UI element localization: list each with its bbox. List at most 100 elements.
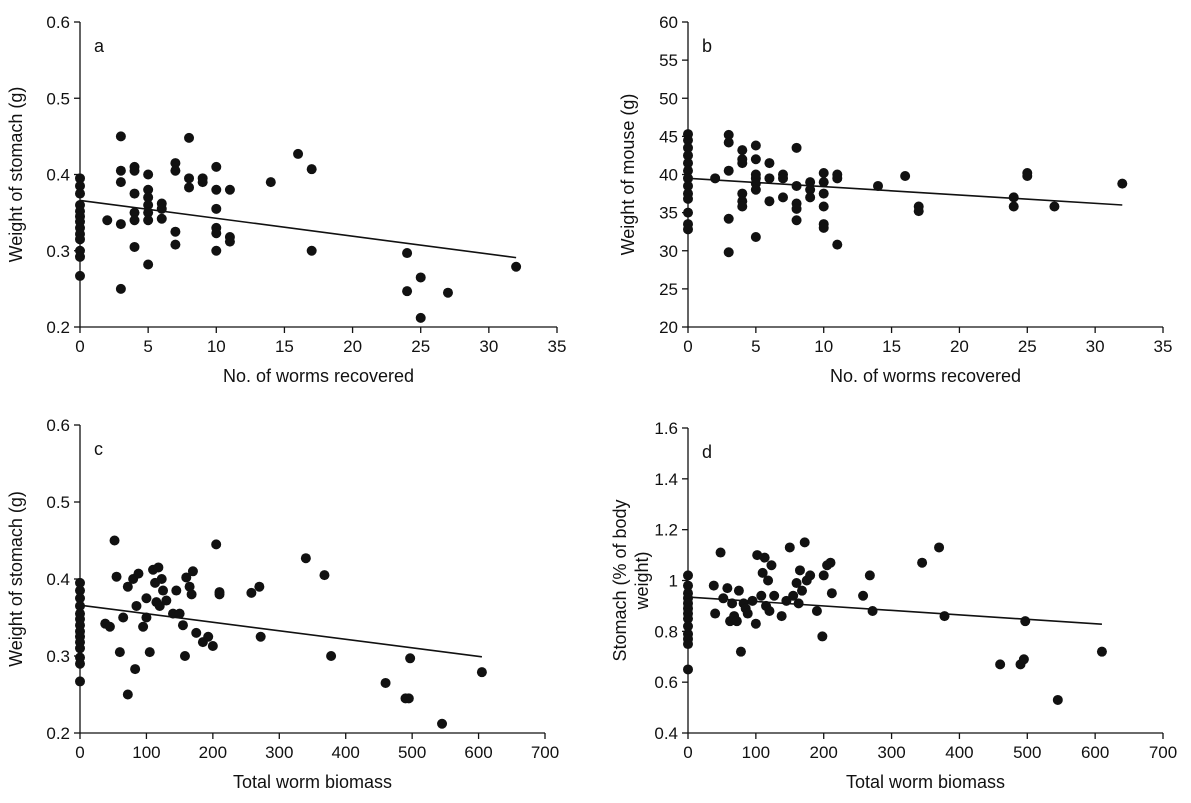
data-point [791, 578, 802, 589]
x-tick-label: 10 [207, 337, 226, 356]
x-tick-label: 30 [1086, 337, 1105, 356]
data-point [683, 180, 693, 191]
data-point [1018, 654, 1029, 665]
x-tick-label: 5 [143, 337, 152, 356]
data-point [186, 589, 197, 600]
data-point [763, 575, 774, 586]
y-tick-label: 0.2 [46, 318, 70, 337]
data-point [791, 215, 802, 226]
data-point [156, 213, 167, 224]
x-tick-label: 200 [810, 743, 838, 762]
y-axis-label: Weight of stomach (g) [6, 87, 26, 263]
data-point [129, 207, 140, 218]
data-point [265, 177, 276, 188]
data-point [75, 270, 85, 281]
data-point [683, 613, 693, 624]
data-point [403, 693, 414, 704]
data-point [405, 653, 416, 664]
data-point [1096, 646, 1107, 657]
y-tick-label: 20 [659, 318, 678, 337]
data-point [750, 232, 761, 243]
y-tick-label: 25 [659, 280, 678, 299]
y-tick-label: 0.4 [46, 166, 70, 185]
x-tick-label: 200 [199, 743, 227, 762]
data-point [797, 585, 807, 596]
y-tick-label: 1.4 [654, 470, 678, 489]
data-point [170, 239, 181, 250]
y-axis-label-line: weight) [632, 551, 652, 610]
data-point [778, 173, 788, 184]
x-tick-label: 700 [531, 743, 559, 762]
data-point [75, 658, 85, 669]
data-point [766, 560, 777, 571]
data-point [75, 585, 85, 596]
data-point [118, 612, 129, 623]
data-point [224, 236, 235, 247]
data-point [255, 631, 266, 642]
data-point [747, 595, 758, 606]
x-tick-label: 600 [1081, 743, 1109, 762]
data-point [211, 184, 222, 195]
data-point [306, 164, 317, 175]
data-point [1022, 171, 1033, 182]
data-point [710, 608, 721, 619]
data-point [184, 182, 195, 193]
data-point [122, 689, 133, 700]
data-point [319, 570, 330, 581]
data-point [683, 135, 693, 146]
data-point [818, 570, 829, 581]
data-point [293, 148, 304, 159]
data-point [683, 173, 693, 184]
data-point [776, 611, 787, 622]
data-point [799, 537, 810, 548]
y-axis-label-line: Stomach (% of body [610, 499, 630, 661]
data-point [129, 215, 140, 226]
x-tick-label: 15 [275, 337, 294, 356]
data-point [832, 239, 843, 250]
data-point [722, 583, 733, 594]
chart-panel-a: 0.2 0.3 0.4 0.5 0.6 0 5 10 15 20 25 30 35 No. of worm… [6, 13, 566, 386]
data-point [731, 616, 742, 627]
data-point [791, 180, 802, 191]
x-tick-label: 25 [1018, 337, 1037, 356]
data-point [115, 219, 126, 230]
data-point [153, 562, 164, 573]
x-tick-label: 500 [398, 743, 426, 762]
x-tick-label: 0 [75, 743, 84, 762]
data-point [818, 201, 829, 212]
data-point [211, 203, 222, 214]
data-point [114, 647, 125, 658]
y-axis-label: Weight of mouse (g) [618, 94, 638, 256]
y-tick-label: 0.6 [654, 673, 678, 692]
data-point [818, 167, 829, 178]
data-point [214, 589, 225, 600]
data-point [818, 188, 829, 199]
y-tick-label: 1.2 [654, 521, 678, 540]
data-point [778, 192, 788, 203]
y-tick-label: 0.3 [46, 242, 70, 261]
y-tick-label: 0.5 [46, 89, 70, 108]
x-axis-label: Total worm biomass [846, 772, 1005, 792]
x-tick-label: 20 [950, 337, 969, 356]
data-point [326, 651, 337, 661]
x-tick-label: 400 [945, 743, 973, 762]
data-point [177, 620, 188, 631]
chart-panel-b: 20 25 30 35 40 45 50 55 60 0 5 10 15 20 25 30 35 No. of w… [618, 13, 1172, 386]
data-point [1049, 201, 1060, 212]
data-point [156, 203, 167, 214]
data-point [683, 664, 693, 675]
data-point [211, 245, 222, 256]
x-tick-label: 25 [411, 337, 430, 356]
data-point [75, 593, 85, 604]
data-point [683, 639, 693, 650]
x-tick-label: 0 [683, 337, 692, 356]
data-point [75, 188, 85, 199]
data-point [184, 581, 195, 592]
x-tick-label: 100 [742, 743, 770, 762]
y-tick-label: 0.3 [46, 647, 70, 666]
data-point [818, 222, 829, 233]
data-point [138, 621, 149, 632]
x-tick-label: 10 [814, 337, 833, 356]
data-point [764, 606, 775, 616]
data-point [143, 184, 154, 195]
